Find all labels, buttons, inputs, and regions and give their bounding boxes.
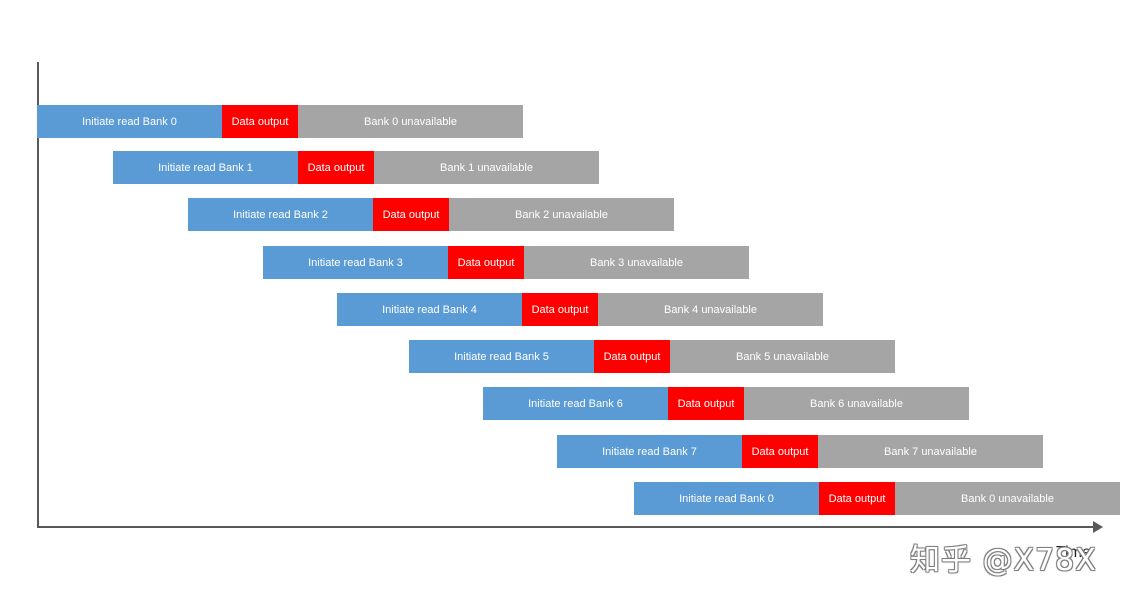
bank-unavailable-bar: Bank 0 unavailable bbox=[895, 482, 1120, 515]
row-7: Initiate read Bank 7 Data output Bank 7 … bbox=[557, 435, 1043, 468]
data-output-bar: Data output bbox=[819, 482, 895, 515]
row-0: Initiate read Bank 0 Data output Bank 0 … bbox=[37, 105, 523, 138]
data-output-bar: Data output bbox=[298, 151, 374, 184]
bank-unavailable-bar: Bank 4 unavailable bbox=[598, 293, 823, 326]
data-output-bar: Data output bbox=[222, 105, 298, 138]
row-3: Initiate read Bank 3 Data output Bank 3 … bbox=[263, 246, 749, 279]
row-5: Initiate read Bank 5 Data output Bank 5 … bbox=[409, 340, 895, 373]
initiate-read-bar: Initiate read Bank 6 bbox=[483, 387, 668, 420]
watermark: 知乎 @X78X bbox=[910, 543, 1097, 578]
initiate-read-bar: Initiate read Bank 1 bbox=[113, 151, 298, 184]
initiate-read-bar: Initiate read Bank 0 bbox=[634, 482, 819, 515]
initiate-read-bar: Initiate read Bank 0 bbox=[37, 105, 222, 138]
initiate-read-bar: Initiate read Bank 7 bbox=[557, 435, 742, 468]
y-axis bbox=[37, 62, 39, 528]
bank-unavailable-bar: Bank 0 unavailable bbox=[298, 105, 523, 138]
bank-unavailable-bar: Bank 3 unavailable bbox=[524, 246, 749, 279]
x-axis-arrow bbox=[1093, 521, 1103, 533]
row-4: Initiate read Bank 4 Data output Bank 4 … bbox=[337, 293, 823, 326]
x-axis bbox=[37, 526, 1095, 528]
row-8: Initiate read Bank 0 Data output Bank 0 … bbox=[634, 482, 1120, 515]
initiate-read-bar: Initiate read Bank 4 bbox=[337, 293, 522, 326]
bank-unavailable-bar: Bank 5 unavailable bbox=[670, 340, 895, 373]
x-axis-label: Time bbox=[1056, 544, 1091, 561]
row-2: Initiate read Bank 2 Data output Bank 2 … bbox=[188, 198, 674, 231]
bank-unavailable-bar: Bank 2 unavailable bbox=[449, 198, 674, 231]
data-output-bar: Data output bbox=[594, 340, 670, 373]
data-output-bar: Data output bbox=[373, 198, 449, 231]
initiate-read-bar: Initiate read Bank 5 bbox=[409, 340, 594, 373]
data-output-bar: Data output bbox=[522, 293, 598, 326]
data-output-bar: Data output bbox=[668, 387, 744, 420]
bank-unavailable-bar: Bank 1 unavailable bbox=[374, 151, 599, 184]
data-output-bar: Data output bbox=[742, 435, 818, 468]
initiate-read-bar: Initiate read Bank 3 bbox=[263, 246, 448, 279]
initiate-read-bar: Initiate read Bank 2 bbox=[188, 198, 373, 231]
row-6: Initiate read Bank 6 Data output Bank 6 … bbox=[483, 387, 969, 420]
bank-unavailable-bar: Bank 7 unavailable bbox=[818, 435, 1043, 468]
data-output-bar: Data output bbox=[448, 246, 524, 279]
bank-unavailable-bar: Bank 6 unavailable bbox=[744, 387, 969, 420]
row-1: Initiate read Bank 1 Data output Bank 1 … bbox=[113, 151, 599, 184]
